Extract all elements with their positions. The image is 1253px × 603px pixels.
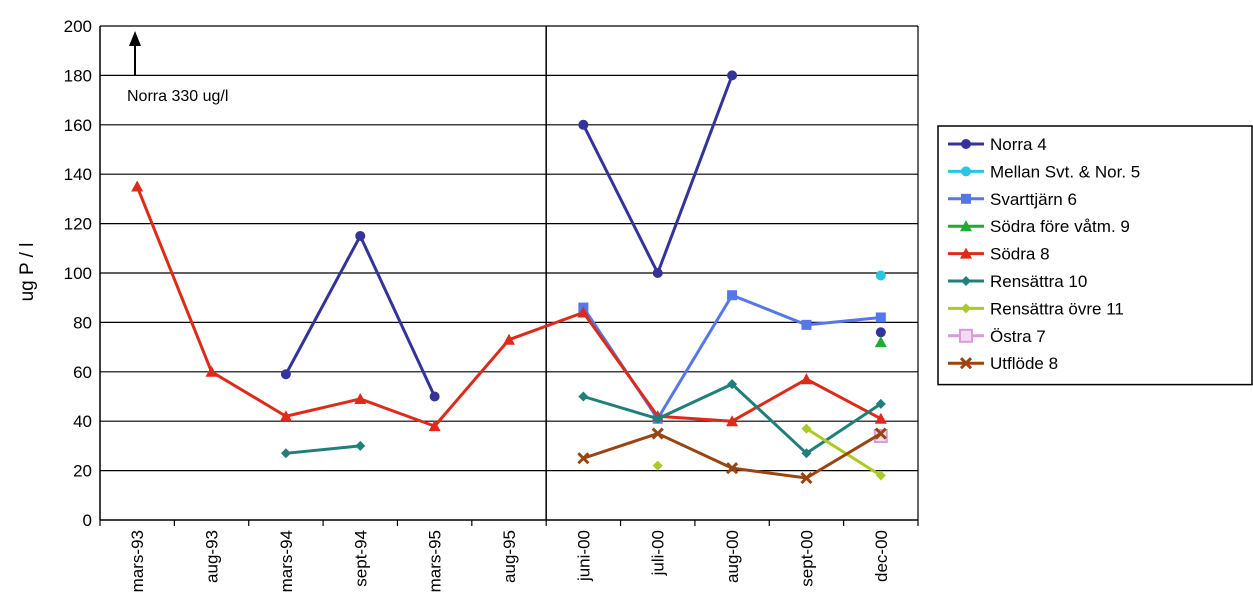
series-s-dra-8	[131, 181, 887, 432]
x-tick-label: juli-00	[649, 530, 668, 576]
data-point	[800, 373, 812, 384]
data-point	[876, 312, 886, 322]
data-point	[653, 268, 663, 278]
data-point	[131, 181, 143, 192]
legend-label: Östra 7	[990, 327, 1046, 346]
x-tick-labels: mars-93 aug-93 mars-94 sept-94 mars-95 aug-95…	[128, 530, 891, 592]
legend-label: Mellan Svt. & Nor. 5	[990, 162, 1140, 181]
y-axis-label: ug P / l	[17, 243, 38, 302]
series-utfl-de-8	[578, 429, 885, 483]
legend-label: Södra 8	[990, 245, 1050, 264]
data-point	[875, 413, 887, 424]
annotation-text: Norra 330 ug/l	[127, 88, 228, 105]
y-tick-labels: 0 20 40 60 80 100 120 140 160 180 200	[64, 17, 92, 530]
series-s-dra-f-re-v-tm-9	[875, 336, 887, 347]
series-rens-ttra-10	[281, 379, 886, 458]
data-point	[578, 120, 588, 130]
series-line	[286, 446, 360, 453]
x-tick-label: sept-00	[797, 530, 816, 587]
series-norra-4	[281, 70, 886, 401]
y-tick-label: 120	[64, 215, 92, 234]
y-tick-label: 20	[73, 462, 92, 481]
legend-label: Svarttjärn 6	[990, 190, 1077, 209]
data-point	[430, 392, 440, 402]
y-tick-label: 140	[64, 165, 92, 184]
series-line	[806, 429, 880, 476]
y-tick-label: 80	[73, 313, 92, 332]
data-point	[281, 448, 291, 458]
legend-label: Rensättra övre 11	[990, 299, 1124, 318]
y-tick-label: 100	[64, 264, 92, 283]
legend-label: Rensättra 10	[990, 272, 1087, 291]
data-point	[355, 231, 365, 241]
y-tick-label: 40	[73, 412, 92, 431]
x-tick-label: sept-94	[351, 530, 370, 587]
y-tick-label: 200	[64, 17, 92, 36]
data-point	[281, 369, 291, 379]
legend: Norra 4 Mellan Svt. & Nor. 5 Svarttjärn 6 S…	[938, 126, 1252, 385]
data-point	[876, 270, 886, 280]
series-line	[583, 295, 880, 419]
x-tick-label: juni-00	[574, 530, 593, 582]
y-tick-label: 60	[73, 363, 92, 382]
series-line	[286, 236, 435, 397]
data-point	[578, 392, 588, 402]
y-tick-label: 0	[83, 511, 92, 530]
norra-annotation: Norra 330 ug/l	[127, 31, 228, 105]
x-tick-label: mars-95	[426, 530, 445, 592]
data-point	[727, 290, 737, 300]
x-tick-label: aug-95	[500, 530, 519, 583]
legend-swatch-marker	[961, 166, 971, 176]
legend-label: Utflöde 8	[990, 354, 1058, 373]
y-tick-label: 180	[64, 66, 92, 85]
data-point	[801, 320, 811, 330]
x-tick-label: mars-94	[277, 530, 296, 592]
series-mellan-svt-nor-5	[876, 270, 886, 280]
series-svarttj-rn-6	[578, 290, 885, 424]
series-line	[137, 187, 881, 427]
x-tick-label: aug-93	[203, 530, 222, 583]
data-point	[876, 327, 886, 337]
legend-swatch-marker	[960, 330, 972, 342]
legend-swatch-marker	[961, 194, 971, 204]
legend-label: Södra före våtm. 9	[990, 217, 1130, 236]
series-line	[583, 434, 880, 478]
legend-label: Norra 4	[990, 135, 1047, 154]
data-point	[727, 70, 737, 80]
x-tick-label: dec-00	[872, 530, 891, 582]
x-tick-label: aug-00	[723, 530, 742, 583]
data-point	[875, 336, 887, 347]
x-tick-label: mars-93	[128, 530, 147, 592]
data-point	[355, 441, 365, 451]
y-tick-label: 160	[64, 116, 92, 135]
annotation-arrow-head	[129, 31, 141, 46]
data-point	[653, 461, 663, 471]
legend-swatch-marker	[961, 139, 971, 149]
